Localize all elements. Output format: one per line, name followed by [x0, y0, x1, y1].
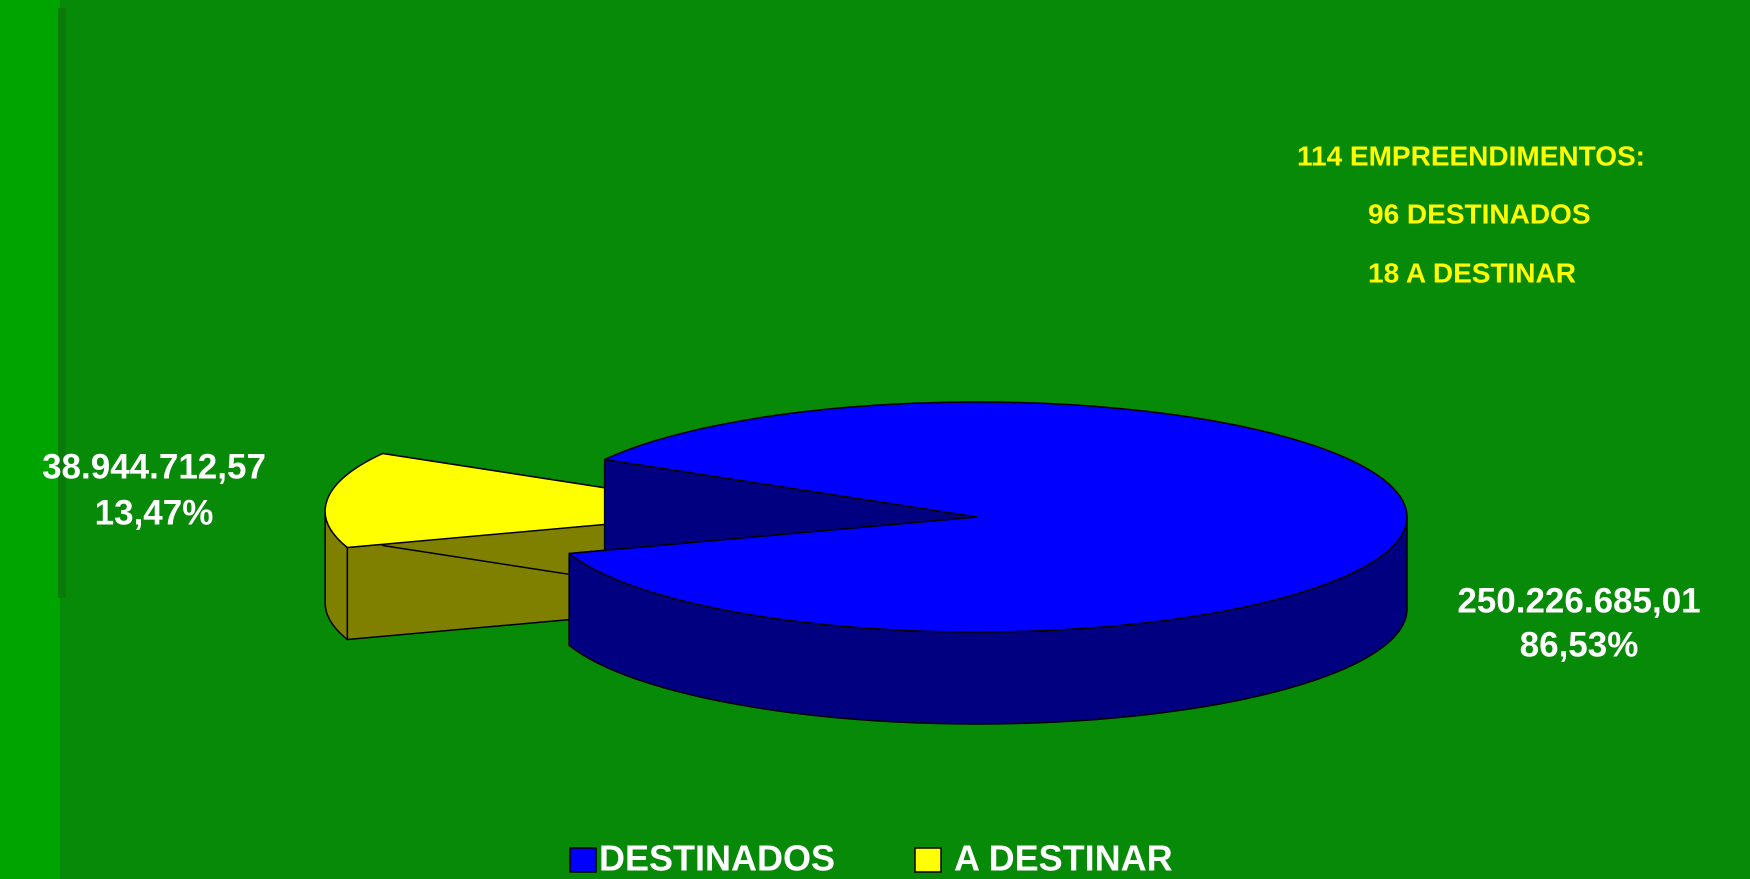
- percent-label: 13,47%: [95, 493, 214, 532]
- value-label: 250.226.685,01: [1457, 581, 1700, 620]
- legend-label: A DESTINAR: [954, 838, 1173, 879]
- legend-swatch: [569, 847, 597, 873]
- annotation: 18 A DESTINAR: [1368, 257, 1576, 288]
- legend-label: DESTINADOS: [599, 838, 835, 879]
- annotation: 114 EMPREENDIMENTOS:: [1297, 140, 1645, 171]
- slice-top: [324, 452, 756, 549]
- annotation: 96 DESTINADOS: [1368, 198, 1591, 229]
- legend-swatch: [914, 847, 942, 873]
- slice-top: [568, 401, 1408, 633]
- value-label: 38.944.712,57: [42, 447, 266, 486]
- percent-label: 86,53%: [1520, 625, 1639, 664]
- left-band: [0, 0, 60, 879]
- left-rule: [58, 8, 66, 598]
